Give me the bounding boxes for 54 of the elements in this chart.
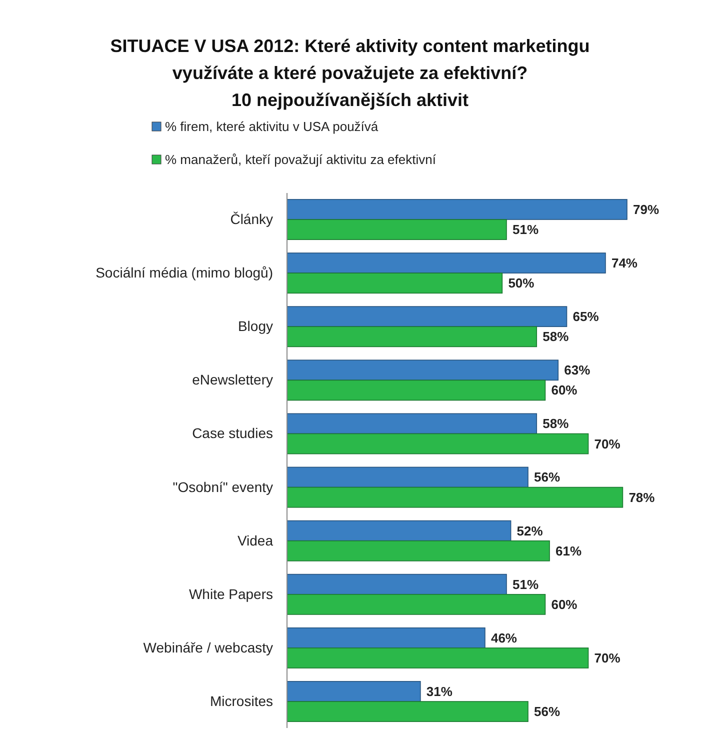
y-tick-label: Články — [230, 210, 273, 227]
bar — [286, 540, 550, 562]
bar — [286, 520, 512, 542]
chart-title: SITUACE V USA 2012: Které aktivity content marketingu využíváte a které považujete za efektivní? — [110, 36, 590, 83]
bar — [286, 681, 421, 702]
bar — [286, 360, 559, 381]
data-label: 63% — [564, 362, 591, 378]
data-label: 60% — [551, 596, 578, 612]
data-label: 50% — [508, 276, 535, 291]
data-label: 56% — [534, 470, 560, 485]
bar — [286, 486, 624, 508]
y-tick-label: Microsites — [210, 692, 273, 709]
bar — [286, 272, 503, 294]
legend-label: % manažerů, kteří považují aktivitu za efektivní — [165, 152, 436, 167]
data-label: 60% — [551, 382, 578, 398]
y-tick-label: Sociální média (mimo blogů) — [96, 264, 273, 281]
bar — [286, 701, 528, 722]
bar — [286, 466, 528, 488]
data-label: 46% — [490, 630, 518, 646]
bar — [286, 199, 628, 220]
data-label: 79% — [633, 202, 660, 217]
data-label: 31% — [426, 684, 453, 699]
bar — [286, 648, 589, 668]
y-tick-label: Videa — [237, 532, 274, 548]
data-label: 58% — [542, 329, 570, 344]
y-tick-label: "Osobní" eventy — [172, 478, 273, 495]
data-label: 61% — [556, 543, 582, 558]
bar — [286, 627, 486, 648]
data-label: 65% — [572, 309, 600, 324]
bar — [286, 252, 606, 274]
bar — [286, 574, 507, 595]
data-label: 56% — [534, 704, 560, 720]
bar — [286, 306, 568, 328]
bar — [286, 380, 546, 401]
y-tick-label: Case studies — [192, 425, 273, 442]
bar — [286, 219, 507, 240]
bar — [286, 433, 589, 454]
y-tick-label: White Papers — [188, 586, 273, 602]
bar — [286, 594, 546, 615]
y-tick-label: Blogy — [238, 318, 273, 334]
data-label: 51% — [512, 576, 539, 592]
bar — [286, 413, 538, 434]
data-label: 51% — [512, 222, 539, 238]
y-tick-label: eNewslettery — [192, 372, 273, 388]
legend-label: % firem, které aktivitu v USA používá — [165, 119, 379, 134]
data-label: 74% — [611, 256, 638, 271]
data-label: 52% — [516, 523, 544, 538]
data-label: 70% — [594, 436, 621, 452]
y-tick-label: Webináře / webcasty — [143, 639, 273, 656]
data-label: 58% — [542, 416, 570, 432]
bar — [286, 326, 538, 348]
data-label: 70% — [594, 650, 621, 666]
data-label: 78% — [628, 490, 656, 505]
chart-subtitle: 10 nejpoužívanějších aktivit — [231, 90, 469, 110]
